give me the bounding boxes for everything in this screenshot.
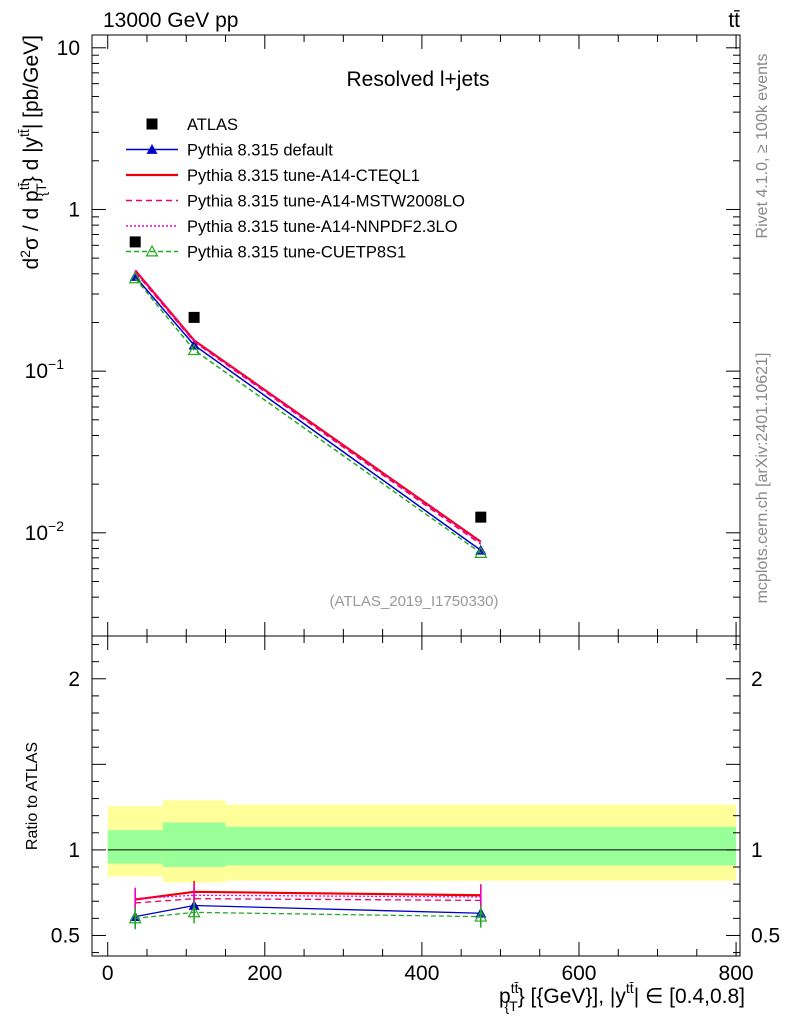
ratio-line-3 xyxy=(135,894,481,900)
legend-marker-0 xyxy=(146,144,158,154)
main-y-axis-label: d2σ / d ptt̄{T} d |ytt̄| [pb/GeV] xyxy=(16,35,49,269)
legend-label: Pythia 8.315 tune-CUETP8S1 xyxy=(187,244,406,262)
axis-ticks xyxy=(92,35,740,956)
main-line-0 xyxy=(134,276,482,551)
ratio-y-tick-label-right: 0.5 xyxy=(751,924,780,947)
data-point xyxy=(188,311,200,323)
main-line-4 xyxy=(134,277,482,554)
x-tick-label: 0 xyxy=(102,962,114,985)
axis-tick-labels: 0 200 400 600 800 10 1 10−1 10−2 0.5 0.5 1 1 2 2 xyxy=(25,37,781,985)
rivet-label: Rivet 4.1.0, ≥ 100k events xyxy=(754,54,771,239)
ratio-y-tick-label: 2 xyxy=(68,668,80,691)
ratio-y-tick-label: 1 xyxy=(68,839,80,862)
main-point-4 xyxy=(128,271,142,284)
ratio-point-4 xyxy=(187,905,201,918)
x-tick-label: 200 xyxy=(247,962,282,985)
data-point xyxy=(475,511,487,523)
data-point xyxy=(129,236,141,248)
x-axis-label: ptt̄ {T} [{GeV}], |ytt̄| ∈ [0.4,0.8] xyxy=(499,980,745,1014)
legend-marker-4 xyxy=(145,244,159,257)
ratio-error-bands xyxy=(107,800,737,883)
legend-label: Pythia 8.315 tune-A14-CTEQL1 xyxy=(187,167,420,185)
ratio-y-tick-label-right: 1 xyxy=(751,839,763,862)
ratio-plot-frame xyxy=(91,635,741,957)
main-y-tick-label: 10 xyxy=(57,37,80,60)
main-y-tick-label: 10−2 xyxy=(25,518,65,545)
energy-label: 13000 GeV pp xyxy=(103,9,238,32)
ratio-y-tick-label-right: 2 xyxy=(751,668,763,691)
legend-label: ATLAS xyxy=(187,116,238,134)
main-point-4 xyxy=(474,546,488,559)
main-point-0 xyxy=(475,544,487,555)
main-line-2 xyxy=(134,271,482,545)
main-line-1 xyxy=(134,269,482,543)
legend-label: Pythia 8.315 tune-A14-MSTW2008LO xyxy=(187,193,465,211)
analysis-id: (ATLAS_2019_I1750330) xyxy=(329,593,498,610)
legend-label: Pythia 8.315 tune-A14-NNPDF2.3LO xyxy=(187,218,458,236)
main-y-tick-label: 1 xyxy=(68,198,80,221)
x-tick-label: 400 xyxy=(404,962,439,985)
main-y-tick-label: 10−1 xyxy=(25,356,65,383)
mcplots-label: mcplots.cern.ch [arXiv:2401.10621] xyxy=(754,353,771,604)
ratio-line-4 xyxy=(135,911,481,919)
x-tick-label: 600 xyxy=(561,962,596,985)
ratio-line-0 xyxy=(135,904,481,918)
main-line-3 xyxy=(134,269,482,544)
ratio-line-2 xyxy=(135,898,481,904)
main-point-4 xyxy=(187,343,201,356)
band-inner-2 xyxy=(225,826,737,866)
ratio-point-4 xyxy=(128,911,142,924)
legend-marker-data xyxy=(146,118,158,130)
legend: ATLAS Pythia 8.315 default Pythia 8.315 tu… xyxy=(126,116,465,262)
x-tick-label: 800 xyxy=(719,962,754,985)
chart-title: Resolved l+jets xyxy=(347,68,490,91)
ratio-y-tick-label: 0.5 xyxy=(51,924,80,947)
ratio-y-axis-label: Ratio to ATLAS xyxy=(24,742,41,850)
band-inner-1 xyxy=(162,822,226,868)
band-inner-0 xyxy=(107,830,163,864)
main-series xyxy=(128,236,488,559)
ratio-point-4 xyxy=(474,909,488,922)
ratio-series xyxy=(128,880,488,930)
process-label: tt̄ xyxy=(728,9,740,32)
legend-label: Pythia 8.315 default xyxy=(187,142,333,160)
